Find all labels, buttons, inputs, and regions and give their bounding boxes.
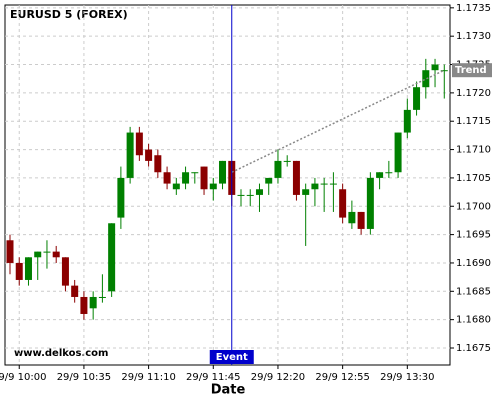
candle-body — [71, 285, 79, 297]
candle-body — [376, 172, 384, 178]
candle-body — [403, 109, 411, 133]
candle-body — [440, 70, 448, 72]
candle-body — [265, 177, 273, 184]
candle-body — [219, 160, 227, 184]
candle-body — [34, 251, 42, 258]
candle-body — [339, 189, 347, 218]
y-tick-label: 1.1680 — [456, 315, 491, 326]
candle-body — [431, 64, 439, 71]
candle-body — [89, 296, 97, 309]
candle-body — [98, 296, 106, 298]
chart-title: EURUSD 5 (FOREX) — [10, 8, 128, 21]
candle-body — [422, 70, 430, 88]
plot-frame — [4, 4, 451, 366]
candle-body — [311, 183, 319, 190]
candle-body — [292, 160, 300, 195]
candle-body — [117, 177, 125, 218]
candle-body — [43, 251, 51, 253]
trend-label-box — [452, 63, 492, 78]
y-tick-label: 1.1735 — [456, 3, 491, 14]
candle-body — [80, 296, 88, 314]
x-tick-label: 29/9 11:10 — [121, 372, 175, 383]
x-tick-label: 29/9 13:30 — [380, 372, 434, 383]
event-label: Event — [216, 352, 248, 363]
trend-line — [231, 69, 445, 173]
x-tick-label: 29/9 12:55 — [315, 372, 369, 383]
y-tick-label: 1.1695 — [456, 230, 491, 241]
x-tick-label: 29/9 10:00 — [0, 372, 46, 383]
candle-body — [126, 132, 134, 178]
y-tick-label: 1.1690 — [456, 258, 491, 269]
watermark: www.delkos.com — [14, 348, 108, 359]
candle-body — [385, 172, 393, 174]
candle-body — [329, 183, 337, 185]
candle-body — [52, 251, 60, 258]
candle-body — [209, 183, 217, 190]
x-axis-title: Date — [211, 383, 246, 398]
candle-body — [200, 166, 208, 190]
candle-body — [24, 257, 32, 280]
candle-body — [348, 211, 356, 224]
candle-body — [246, 194, 254, 196]
candle-body — [191, 172, 199, 174]
y-tick-label: 1.1710 — [456, 145, 491, 156]
candle-body — [6, 240, 14, 263]
candle-body — [163, 172, 171, 184]
candle-body — [366, 177, 374, 229]
candle-body — [154, 155, 162, 173]
y-tick-label: 1.1685 — [456, 286, 491, 297]
y-tick-label: 1.1715 — [456, 116, 491, 127]
candle-body — [274, 160, 282, 178]
event-label-box — [209, 350, 254, 364]
candle-body — [135, 132, 143, 156]
x-tick-label: 29/9 11:45 — [186, 372, 240, 383]
candle-body — [61, 257, 69, 286]
candle-body — [394, 132, 402, 173]
candle-body — [413, 87, 421, 110]
x-tick-label: 29/9 12:20 — [251, 372, 305, 383]
candle-body — [357, 211, 365, 229]
candle-body — [255, 189, 263, 195]
y-tick-label: 1.1675 — [456, 343, 491, 354]
candle-body — [145, 149, 153, 161]
candle-body — [283, 160, 291, 162]
candle-body — [237, 194, 245, 196]
y-tick-label: 1.1730 — [456, 31, 491, 42]
candle-body — [320, 183, 328, 185]
candle-body — [15, 262, 23, 280]
y-tick-label: 1.1705 — [456, 173, 491, 184]
candle-body — [108, 223, 116, 292]
x-tick-label: 29/9 10:35 — [57, 372, 111, 383]
trend-label: Trend — [455, 65, 487, 76]
y-tick-label: 1.1700 — [456, 201, 491, 212]
y-tick-label: 1.1720 — [456, 88, 491, 99]
candle-body — [172, 183, 180, 190]
candle-body — [302, 189, 310, 195]
candle-body — [182, 172, 190, 184]
